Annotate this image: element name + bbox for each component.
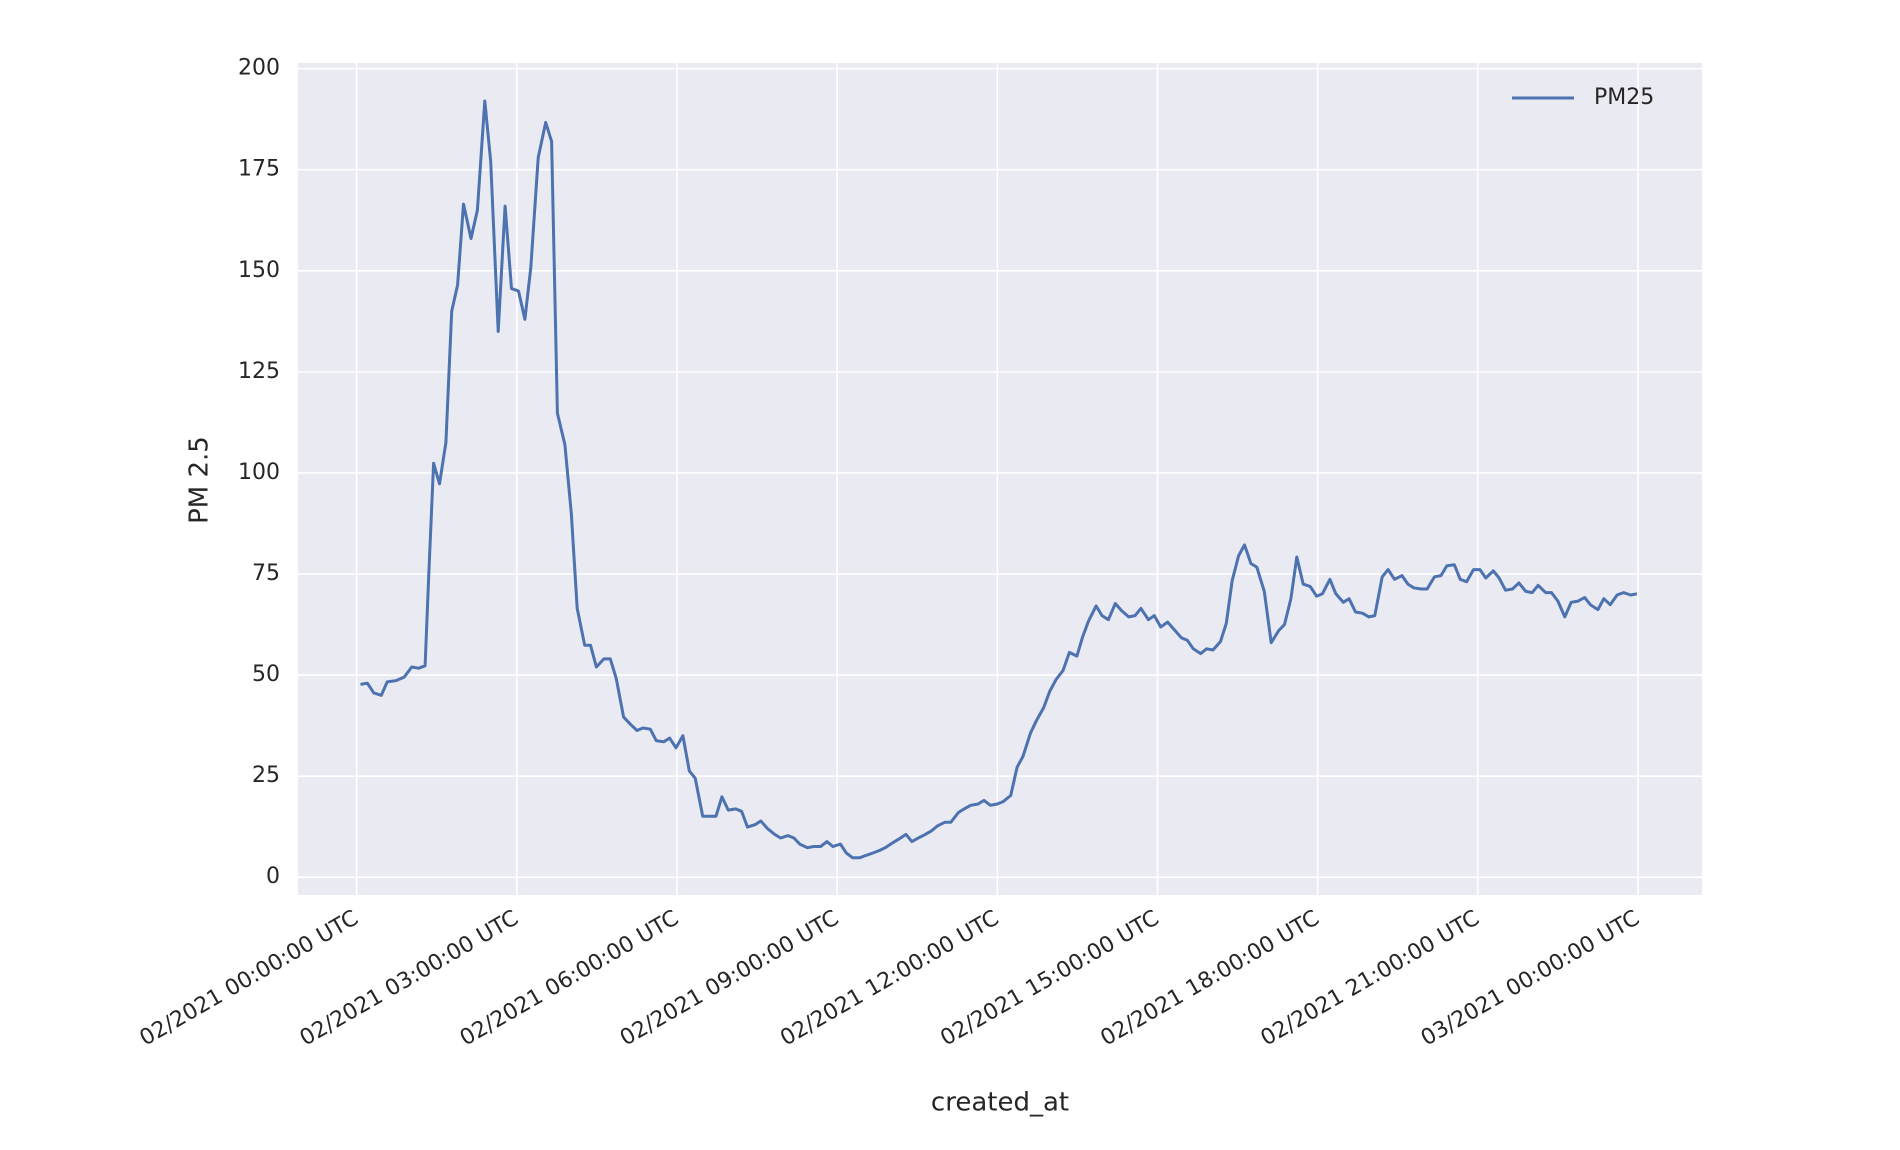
y-axis-label: PM 2.5 (185, 436, 215, 524)
y-tick-label: 150 (238, 258, 280, 283)
y-tick-label: 175 (238, 157, 280, 182)
y-tick-label: 50 (252, 662, 280, 687)
x-axis-label: created_at (931, 1088, 1069, 1118)
y-tick-label: 200 (238, 56, 280, 81)
legend-label: PM25 (1594, 85, 1654, 110)
y-tick-label: 100 (238, 460, 280, 485)
y-tick-label: 0 (266, 864, 280, 889)
data-line (360, 99, 1638, 860)
y-tick-label: 75 (252, 561, 280, 586)
plot-area (298, 63, 1702, 895)
y-tick-label: 125 (238, 359, 280, 384)
y-tick-label: 25 (252, 763, 280, 788)
